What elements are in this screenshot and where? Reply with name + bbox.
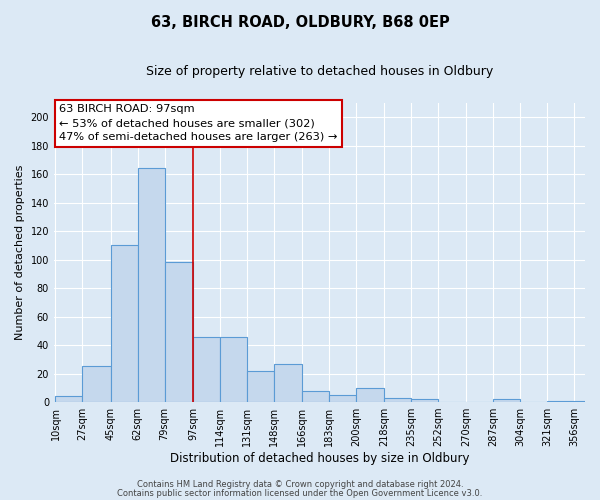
Bar xyxy=(411,399,438,402)
Bar xyxy=(193,336,220,402)
Text: Contains HM Land Registry data © Crown copyright and database right 2024.: Contains HM Land Registry data © Crown c… xyxy=(137,480,463,489)
Text: 63 BIRCH ROAD: 97sqm
← 53% of detached houses are smaller (302)
47% of semi-deta: 63 BIRCH ROAD: 97sqm ← 53% of detached h… xyxy=(59,104,338,142)
Title: Size of property relative to detached houses in Oldbury: Size of property relative to detached ho… xyxy=(146,65,493,78)
Bar xyxy=(329,395,356,402)
Bar xyxy=(493,399,520,402)
Bar xyxy=(220,336,247,402)
Bar xyxy=(356,388,384,402)
Bar xyxy=(302,390,329,402)
Text: Contains public sector information licensed under the Open Government Licence v3: Contains public sector information licen… xyxy=(118,488,482,498)
Bar xyxy=(547,400,600,402)
Y-axis label: Number of detached properties: Number of detached properties xyxy=(15,164,25,340)
Bar xyxy=(137,168,164,402)
Bar xyxy=(247,370,274,402)
Bar xyxy=(164,262,193,402)
Text: 63, BIRCH ROAD, OLDBURY, B68 0EP: 63, BIRCH ROAD, OLDBURY, B68 0EP xyxy=(151,15,449,30)
Bar xyxy=(82,366,111,402)
Bar xyxy=(274,364,302,402)
Bar xyxy=(111,246,137,402)
Bar xyxy=(55,396,82,402)
X-axis label: Distribution of detached houses by size in Oldbury: Distribution of detached houses by size … xyxy=(170,452,469,465)
Bar xyxy=(384,398,411,402)
